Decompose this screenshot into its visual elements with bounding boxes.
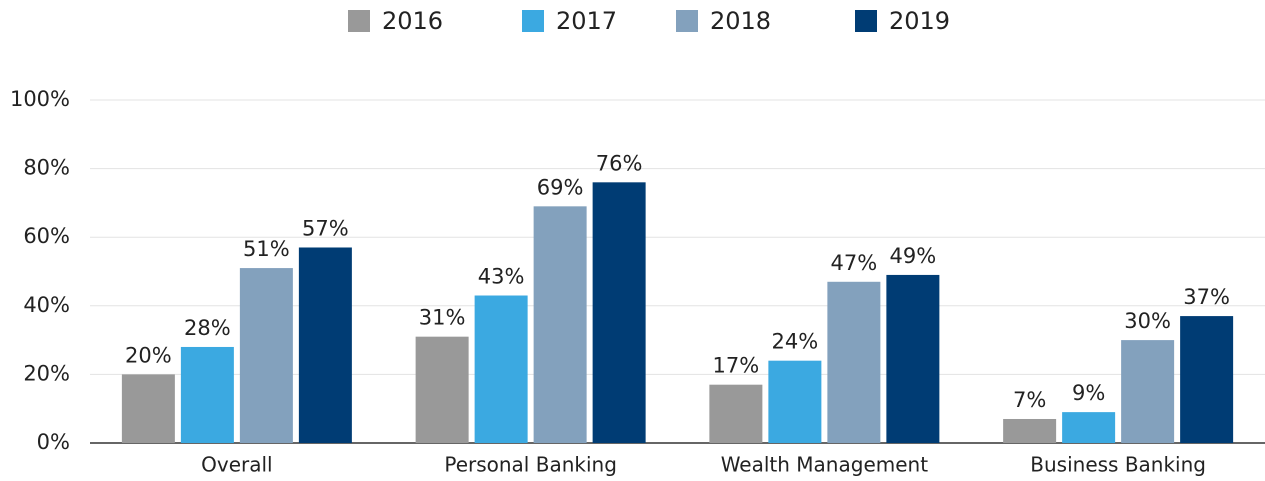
bar [768, 360, 822, 443]
legend-label: 2019 [889, 7, 950, 35]
y-tick-label: 60% [23, 224, 70, 248]
bar [592, 182, 646, 443]
bar [298, 247, 352, 443]
bar [886, 274, 940, 443]
y-tick-label: 40% [23, 293, 70, 317]
legend-swatch [348, 10, 370, 32]
value-label: 76% [596, 151, 643, 175]
bar [1121, 340, 1175, 443]
value-label: 20% [125, 343, 172, 367]
y-tick-label: 20% [23, 361, 70, 385]
legend-swatch [855, 10, 877, 32]
bar [709, 384, 763, 443]
value-label: 69% [537, 175, 584, 199]
bar [1180, 316, 1234, 443]
bar [827, 281, 881, 443]
x-tick-label: Personal Banking [444, 453, 617, 477]
value-label: 57% [302, 216, 349, 240]
value-label: 47% [831, 251, 878, 275]
legend-label: 2018 [710, 7, 771, 35]
bar [121, 374, 175, 443]
legend-label: 2016 [382, 7, 443, 35]
y-tick-label: 80% [23, 156, 70, 180]
value-label: 43% [478, 265, 525, 289]
bar [474, 295, 528, 443]
legend-label: 2017 [556, 7, 617, 35]
bar [239, 268, 293, 443]
value-label: 7% [1013, 388, 1046, 412]
bar [415, 336, 469, 443]
y-tick-label: 0% [37, 430, 70, 454]
x-tick-label: Wealth Management [721, 453, 929, 477]
bar [180, 346, 234, 443]
value-label: 17% [713, 354, 760, 378]
legend-swatch [676, 10, 698, 32]
x-tick-label: Overall [201, 453, 272, 477]
value-label: 24% [772, 330, 819, 354]
bar [533, 206, 587, 443]
y-tick-label: 100% [10, 87, 70, 111]
bar [1062, 412, 1116, 443]
bar [1003, 418, 1057, 443]
value-label: 30% [1124, 309, 1171, 333]
value-label: 28% [184, 316, 231, 340]
legend-swatch [522, 10, 544, 32]
value-label: 49% [890, 244, 937, 268]
value-label: 9% [1072, 381, 1105, 405]
value-label: 37% [1183, 285, 1230, 309]
value-label: 31% [419, 306, 466, 330]
x-tick-label: Business Banking [1030, 453, 1206, 477]
value-label: 51% [243, 237, 290, 261]
